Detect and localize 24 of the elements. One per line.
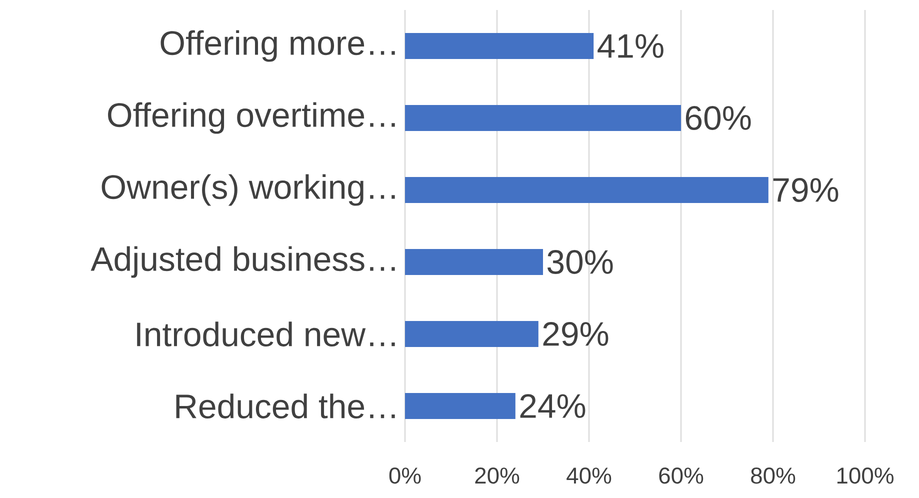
y-tick-label: Owner(s) working… xyxy=(102,174,395,206)
data-label: 60% xyxy=(686,106,751,130)
y-tick-label: Adjusted business… xyxy=(90,246,395,278)
x-tick-label: 80% xyxy=(751,468,796,484)
x-tick-label: 60% xyxy=(659,468,704,484)
x-tick-label: 0% xyxy=(389,468,421,484)
y-tick-label: Offering more… xyxy=(160,30,395,62)
data-label: 24% xyxy=(520,394,586,418)
x-tick-label: 100% xyxy=(837,468,894,484)
x-tick-label: 40% xyxy=(566,468,612,484)
bar xyxy=(405,105,682,132)
y-tick-label: Reduced the… xyxy=(176,394,395,418)
data-label: 41% xyxy=(598,34,664,58)
bar xyxy=(405,321,538,348)
bar xyxy=(405,393,516,420)
x-tick-label: 20% xyxy=(475,468,520,484)
y-tick-label: Introduced new… xyxy=(137,322,395,346)
data-label: 30% xyxy=(548,250,613,274)
data-label: 79% xyxy=(773,178,838,202)
data-label: 29% xyxy=(543,322,608,346)
bar xyxy=(405,249,544,276)
bar xyxy=(405,177,768,204)
bar xyxy=(405,33,594,60)
y-tick-label: Offering overtime… xyxy=(108,102,395,134)
